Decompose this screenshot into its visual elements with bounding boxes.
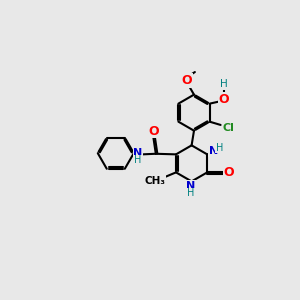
Text: N: N: [133, 148, 142, 158]
Text: O: O: [181, 74, 192, 87]
Text: H: H: [134, 155, 142, 165]
Text: H: H: [216, 143, 224, 153]
Text: Cl: Cl: [222, 123, 234, 133]
Text: H: H: [187, 188, 195, 198]
Text: O: O: [219, 93, 230, 106]
Text: O: O: [223, 166, 234, 179]
Text: H: H: [220, 79, 228, 89]
Text: O: O: [148, 125, 159, 138]
Text: N: N: [186, 181, 196, 191]
Text: CH₃: CH₃: [144, 176, 165, 186]
Text: N: N: [208, 146, 218, 156]
